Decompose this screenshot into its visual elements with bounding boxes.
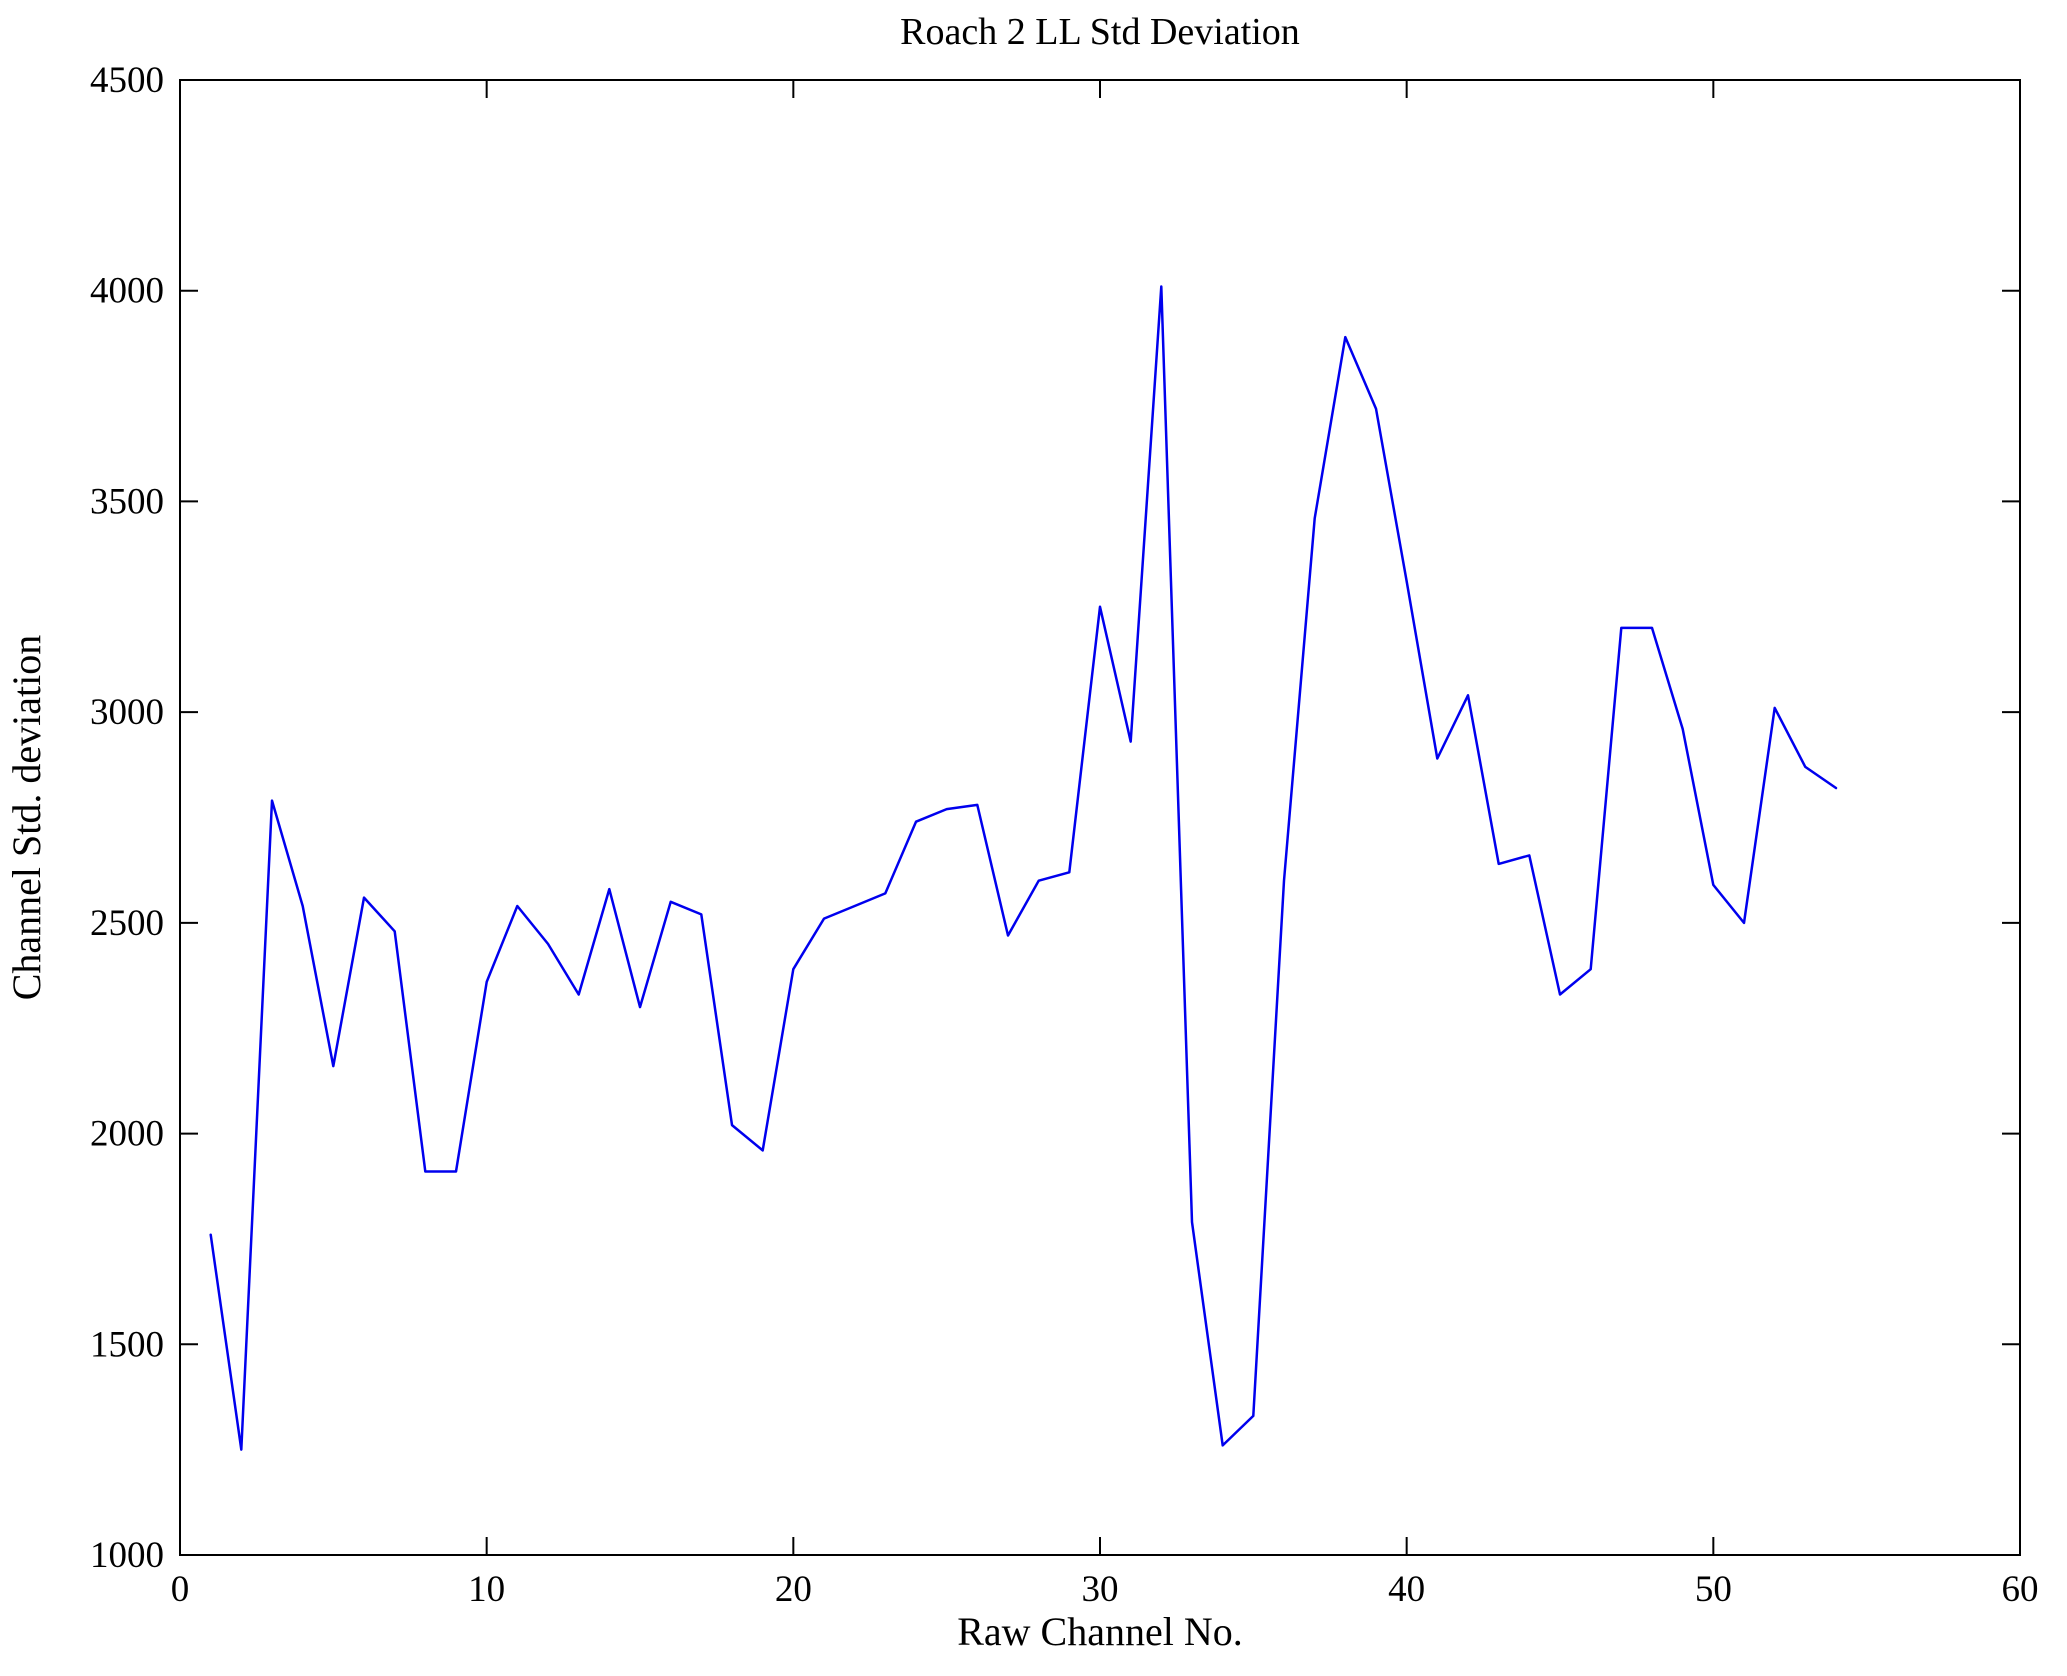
x-tick-label: 60 — [2002, 1569, 2039, 1610]
x-tick-label: 0 — [171, 1569, 190, 1610]
y-tick-label: 2500 — [90, 903, 164, 944]
x-tick-label: 30 — [1082, 1569, 1119, 1610]
plot-box — [179, 79, 2021, 1556]
x-tick-label: 10 — [468, 1569, 505, 1610]
x-axis-label: Raw Channel No. — [957, 1609, 1243, 1654]
y-tick-label: 1000 — [90, 1535, 164, 1576]
y-tick-label: 4500 — [90, 60, 164, 101]
y-tick-label: 3500 — [90, 481, 164, 522]
y-tick-label: 3000 — [90, 692, 164, 733]
y-tick-label: 2000 — [90, 1114, 164, 1155]
y-axis-label: Channel Std. deviation — [4, 635, 49, 1001]
x-tick-label: 40 — [1388, 1569, 1425, 1610]
chart-title: Roach 2 LL Std Deviation — [900, 11, 1300, 53]
data-line — [209, 285, 1838, 1451]
y-tick-label: 1500 — [90, 1324, 164, 1365]
x-tick-label: 20 — [775, 1569, 812, 1610]
y-tick-label: 4000 — [90, 271, 164, 312]
x-tick-label: 50 — [1695, 1569, 1732, 1610]
